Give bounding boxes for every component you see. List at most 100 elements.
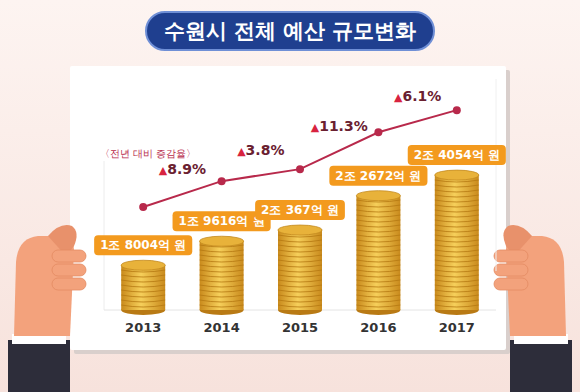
coin-edge (356, 280, 400, 282)
data-label-pill (255, 200, 345, 220)
coin-edge (356, 235, 400, 237)
coin-edge (435, 195, 479, 197)
coin-edge (356, 275, 400, 277)
coin-edge (435, 230, 479, 232)
coin-edge (435, 200, 479, 202)
coin-edge (200, 285, 244, 287)
finger (494, 250, 528, 262)
coin-edge (278, 300, 322, 302)
coin-edge (435, 215, 479, 217)
coin-edge (356, 230, 400, 232)
data-label: 2조 367억 원 (261, 203, 339, 217)
coin-edge (356, 210, 400, 212)
coin-top (278, 225, 322, 235)
growth-rate: ▲11.3% (311, 118, 368, 134)
data-label-pill (94, 235, 192, 255)
line-point (453, 106, 461, 114)
coin-edge (356, 240, 400, 242)
coin-edge (435, 285, 479, 287)
finger (494, 264, 528, 276)
coin-edge (278, 280, 322, 282)
coin-edge (121, 280, 165, 282)
coin-edge (278, 255, 322, 257)
coin-edge (435, 295, 479, 297)
coin-edge (200, 260, 244, 262)
coin-edge (121, 275, 165, 277)
coin-edge (435, 250, 479, 252)
growth-value: 11.3% (319, 118, 368, 134)
coin-edge (200, 295, 244, 297)
coin-edge (435, 255, 479, 257)
coin-edge (435, 280, 479, 282)
coin-edge (356, 215, 400, 217)
coin-edge (356, 300, 400, 302)
coin-edge (356, 260, 400, 262)
title-group: 수원시 전체 예산 규모변화 (146, 12, 434, 50)
coin-edge (278, 245, 322, 247)
coin-edge (435, 275, 479, 277)
data-label-group: 2조 2672억 원 (329, 166, 427, 186)
growth-label: 〈전년 대비 증감율〉 (100, 148, 196, 159)
coin-edge (200, 255, 244, 257)
coin-edge (278, 265, 322, 267)
coin-edge (356, 250, 400, 252)
board (70, 66, 506, 350)
y2-axis-line (496, 79, 497, 271)
coin-edge (356, 270, 400, 272)
coin-edge (200, 250, 244, 252)
data-label-pill (408, 145, 506, 165)
coin-body (278, 230, 322, 310)
sleeve (510, 340, 572, 392)
title: 수원시 전체 예산 규모변화 (164, 19, 417, 43)
sleeve (8, 340, 70, 392)
growth-rate: ▲8.9% (159, 161, 206, 177)
coin-body (200, 241, 244, 310)
coin-edge (356, 295, 400, 297)
x-tick-label: 2017 (439, 320, 475, 335)
finger (52, 264, 86, 276)
coin-body (356, 196, 400, 310)
coin-edge (200, 280, 244, 282)
coin-edge (356, 220, 400, 222)
coin-edge (435, 270, 479, 272)
hand (8, 225, 86, 392)
coin-edge (121, 305, 165, 307)
growth-value: 3.8% (246, 142, 285, 158)
coin-stack (356, 191, 400, 315)
growth-value: 8.9% (167, 161, 206, 177)
growth-value: 6.1% (402, 88, 441, 104)
data-label-group: 2조 367억 원 (255, 200, 345, 220)
coin-edge (278, 260, 322, 262)
coin-edge (278, 270, 322, 272)
coin-edge (121, 290, 165, 292)
coin-edge (278, 290, 322, 292)
coin-edge (356, 205, 400, 207)
coin-edge (356, 305, 400, 307)
data-label: 2조 2672억 원 (335, 169, 421, 183)
coin-edge (435, 240, 479, 242)
coin-top (121, 260, 165, 270)
coin-edge (435, 205, 479, 207)
coin-edge (356, 255, 400, 257)
coin-edge (200, 300, 244, 302)
coin-edge (356, 290, 400, 292)
coin-body (435, 175, 479, 310)
coin-edge (200, 305, 244, 307)
coin-top (435, 170, 479, 180)
growth-rate: ▲6.1% (394, 88, 441, 104)
coin-edge (278, 295, 322, 297)
x-tick-label: 2014 (204, 320, 240, 335)
coin-edge (200, 270, 244, 272)
coin-edge (278, 275, 322, 277)
background (0, 0, 580, 392)
coin-edge (435, 290, 479, 292)
data-label-group: 1조 8004억 원 (94, 235, 192, 255)
coin-top (200, 236, 244, 246)
coin-edge (435, 265, 479, 267)
data-label-pill (329, 166, 427, 186)
data-label-group: 2조 4054억 원 (408, 145, 506, 165)
title-pill (146, 12, 434, 50)
coin-edge (435, 260, 479, 262)
coin-stack (121, 260, 165, 315)
coin-edge (435, 235, 479, 237)
